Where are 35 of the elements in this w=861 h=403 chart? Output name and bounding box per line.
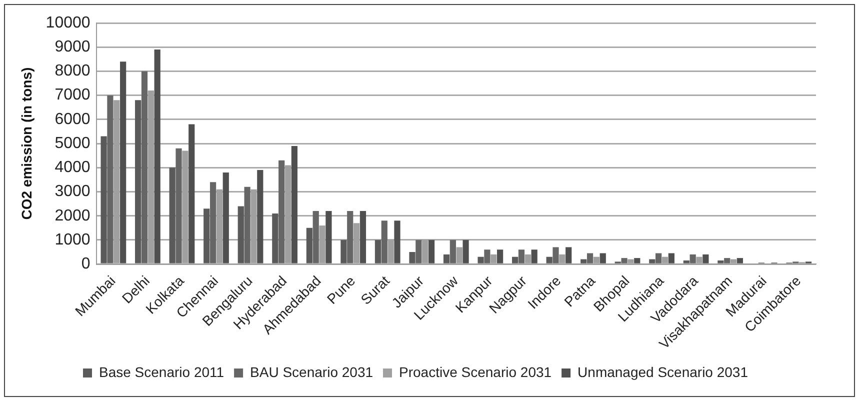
y-tick-label: 10000: [46, 14, 90, 32]
y-tick-label: 4000: [54, 159, 90, 176]
y-tick-label: 0: [81, 255, 90, 272]
y-tick-label: 7000: [54, 86, 90, 104]
y-axis-title: CO2 emission (in tons): [18, 67, 34, 220]
bar: [600, 253, 606, 264]
bar: [360, 211, 366, 264]
legend-label: Base Scenario 2011: [98, 364, 224, 380]
bar: [566, 247, 572, 264]
bar: [736, 258, 744, 264]
bar: [222, 172, 229, 264]
bar: [702, 254, 709, 264]
bar: [291, 146, 298, 264]
y-tick-label: 1000: [54, 231, 90, 248]
bar: [497, 250, 504, 264]
bar: [394, 220, 400, 264]
bar: [120, 62, 126, 264]
y-tick-label: 8000: [54, 62, 90, 80]
bar: [188, 124, 195, 264]
y-tick-label: 9000: [54, 38, 90, 56]
bar: [634, 258, 640, 264]
y-tick-label: 5000: [54, 134, 90, 152]
legend-label: Unmanaged Scenario 2031: [578, 364, 748, 380]
y-tick-label: 2000: [54, 207, 90, 224]
y-tick-label: 6000: [54, 110, 90, 128]
legend-label: BAU Scenario 2031: [250, 364, 374, 380]
legend-label: Proactive Scenario 2031: [399, 364, 552, 380]
bar: [531, 250, 538, 264]
y-tick-label: 3000: [54, 183, 90, 200]
bar: [462, 240, 469, 264]
bar: [326, 211, 332, 264]
bar: [257, 170, 264, 264]
bar: [154, 50, 160, 264]
bar: [668, 253, 674, 264]
bar: [428, 240, 435, 264]
